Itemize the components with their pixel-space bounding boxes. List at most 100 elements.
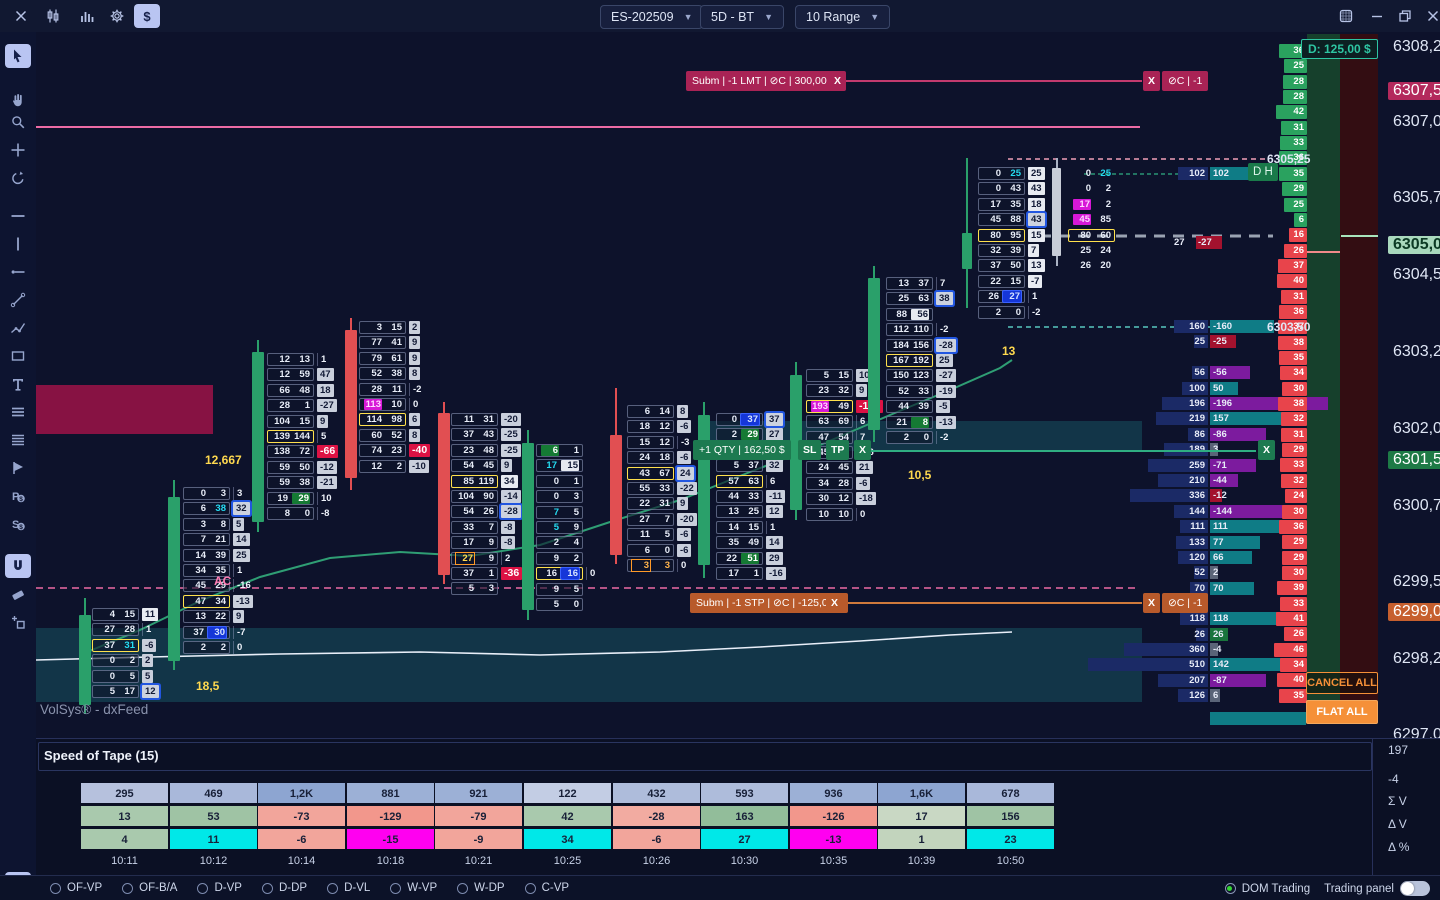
tool-trend-line-icon[interactable] bbox=[5, 288, 31, 312]
tool-polyline-icon[interactable] bbox=[5, 316, 31, 340]
dom-bid-size[interactable]: 38 bbox=[1278, 336, 1307, 350]
dom-ask-size[interactable]: 25 bbox=[1284, 198, 1307, 212]
position-close-button[interactable]: X bbox=[854, 440, 872, 460]
dom-bid-size[interactable]: 37 bbox=[1278, 320, 1307, 334]
dom-bid-size[interactable]: 35 bbox=[1279, 689, 1307, 703]
tool-vertical-line-icon[interactable] bbox=[5, 232, 31, 256]
tab-d-dp[interactable]: D-DP bbox=[261, 882, 307, 894]
dom-ask-size[interactable]: 36 bbox=[1279, 44, 1307, 58]
dom-bid-size[interactable]: 40 bbox=[1277, 274, 1307, 288]
dom-bid-size[interactable]: 29 bbox=[1282, 443, 1307, 457]
delta-value: 9 bbox=[856, 383, 868, 397]
tab-of-vp[interactable]: OF-VP bbox=[50, 882, 102, 894]
tool-rotate-icon[interactable] bbox=[5, 166, 31, 190]
tool-text-icon[interactable] bbox=[5, 372, 31, 396]
tab-of-b-a[interactable]: OF-B/A bbox=[122, 882, 177, 894]
dropdown-layout[interactable]: 5D - BT ▼ bbox=[700, 5, 784, 29]
dom-bid-size[interactable]: 30 bbox=[1282, 382, 1307, 396]
candles-icon[interactable] bbox=[40, 4, 66, 28]
dom-bid-size[interactable]: 38 bbox=[1278, 397, 1307, 411]
dom-bid-size[interactable]: 46 bbox=[1274, 643, 1307, 657]
tool-crosshair-icon[interactable] bbox=[5, 138, 31, 162]
dom-bid-size[interactable]: 31 bbox=[1281, 290, 1307, 304]
tool-menu-lines-dense-icon[interactable] bbox=[5, 428, 31, 452]
restore-icon[interactable] bbox=[1392, 4, 1418, 28]
tool-menu-lines-icon[interactable] bbox=[5, 400, 31, 424]
dom-bid-size[interactable]: 26 bbox=[1284, 627, 1307, 641]
dom-bid-size[interactable]: 35 bbox=[1279, 351, 1307, 365]
dom-bid-size[interactable]: 40 bbox=[1277, 673, 1307, 687]
dom-bid-size[interactable]: 33 bbox=[1280, 597, 1307, 611]
dom-bid-size[interactable]: 36 bbox=[1279, 520, 1307, 534]
close-icon[interactable] bbox=[8, 4, 34, 28]
dom-bid-size[interactable]: 26 bbox=[1284, 244, 1307, 258]
dom-ask-size[interactable]: 25 bbox=[1284, 59, 1307, 73]
grid-icon[interactable] bbox=[1333, 4, 1359, 28]
dom-bid-size[interactable]: 29 bbox=[1282, 535, 1307, 549]
tool-zoom-icon[interactable] bbox=[5, 110, 31, 134]
tool-add-shape-icon[interactable] bbox=[5, 610, 31, 634]
position-line-close-button[interactable]: X bbox=[1258, 440, 1276, 460]
tool-eraser-icon[interactable] bbox=[5, 582, 31, 606]
dom-bid-size[interactable]: 31 bbox=[1281, 428, 1307, 442]
dom-ask-size[interactable]: 28 bbox=[1283, 75, 1307, 89]
dom-bid-size[interactable]: 29 bbox=[1282, 551, 1307, 565]
dollar-icon[interactable]: $ bbox=[134, 4, 160, 28]
dom-bid-size[interactable]: 33 bbox=[1280, 458, 1307, 472]
dom-ask-size[interactable]: 35 bbox=[1279, 167, 1307, 181]
tool-magnet-icon[interactable] bbox=[5, 554, 31, 578]
tool-horizontal-line-icon[interactable] bbox=[5, 204, 31, 228]
tool-rectangle-icon[interactable] bbox=[5, 344, 31, 368]
tab-w-dp[interactable]: W-DP bbox=[457, 882, 505, 894]
tab-d-vl[interactable]: D-VL bbox=[327, 882, 370, 894]
dom-ask-size[interactable]: 33 bbox=[1280, 136, 1307, 150]
dropdown-instrument[interactable]: ES-202509 ▼ bbox=[600, 5, 704, 29]
gear-icon[interactable] bbox=[104, 4, 130, 28]
limit-order-cancel-button[interactable]: X bbox=[1143, 71, 1161, 91]
tab-d-vp[interactable]: D-VP bbox=[197, 882, 242, 894]
dom-ask-size[interactable]: 6 bbox=[1294, 213, 1307, 227]
stop-order-cancel-button[interactable]: X bbox=[826, 593, 844, 613]
stop-loss-button[interactable]: SL bbox=[798, 440, 822, 460]
dom-ask-size[interactable]: 36 bbox=[1279, 151, 1307, 165]
dom-ask-size[interactable]: 29 bbox=[1282, 182, 1307, 196]
dom-trading-option[interactable]: DOM Trading bbox=[1224, 883, 1310, 895]
bars-icon[interactable] bbox=[74, 4, 100, 28]
dom-bid-size[interactable]: 30 bbox=[1282, 505, 1307, 519]
dom-ask-size[interactable]: 31 bbox=[1281, 121, 1307, 135]
dom-bid-size[interactable]: 30 bbox=[1282, 566, 1307, 580]
dom-bid-size[interactable]: 34 bbox=[1280, 658, 1307, 672]
stop-order-cancel-button[interactable]: X bbox=[1143, 593, 1161, 613]
dom-ask-size[interactable]: 28 bbox=[1283, 90, 1307, 104]
dom-bid-size[interactable]: 32 bbox=[1281, 412, 1307, 426]
dom-bid-size[interactable]: 34 bbox=[1280, 366, 1307, 380]
dom-bid-size[interactable]: 37 bbox=[1278, 259, 1307, 273]
tab-c-vp[interactable]: C-VP bbox=[524, 882, 569, 894]
close-icon[interactable] bbox=[1420, 4, 1440, 28]
tool-ray-icon[interactable] bbox=[5, 260, 31, 284]
cancel-all-button[interactable]: CANCEL ALL bbox=[1306, 672, 1378, 694]
dom-bid-size[interactable]: 24 bbox=[1285, 489, 1307, 503]
tool-cursor-icon[interactable] bbox=[5, 44, 31, 68]
flat-all-button[interactable]: FLAT ALL bbox=[1306, 700, 1378, 724]
dom-bid-size[interactable]: 36 bbox=[1279, 305, 1307, 319]
footprint-row: 139 144 5 bbox=[267, 429, 329, 443]
tool-stop-dollar-icon[interactable]: S $ bbox=[5, 512, 31, 536]
tool-play-marker-icon[interactable] bbox=[5, 456, 31, 480]
dom-ask-size[interactable]: 42 bbox=[1276, 105, 1307, 119]
limit-order-cancel-button[interactable]: X bbox=[829, 71, 847, 91]
dom-bid-size[interactable]: 32 bbox=[1281, 474, 1307, 488]
take-profit-button[interactable]: TP bbox=[826, 440, 850, 460]
footprint-row: 24 45 21 bbox=[806, 460, 873, 474]
dropdown-timeframe[interactable]: 10 Range ▼ bbox=[795, 5, 891, 29]
dom-bid-size[interactable]: 39 bbox=[1277, 581, 1307, 595]
dom-bid-size[interactable]: 41 bbox=[1276, 612, 1307, 626]
tab-w-vp[interactable]: W-VP bbox=[390, 882, 437, 894]
dom-bid-size[interactable]: 16 bbox=[1289, 228, 1307, 242]
tool-profit-dollar-icon[interactable]: P $ bbox=[5, 484, 31, 508]
tool-hand-icon[interactable] bbox=[5, 88, 31, 112]
trading-panel-toggle[interactable] bbox=[1400, 881, 1430, 896]
minimize-icon[interactable] bbox=[1364, 4, 1390, 28]
